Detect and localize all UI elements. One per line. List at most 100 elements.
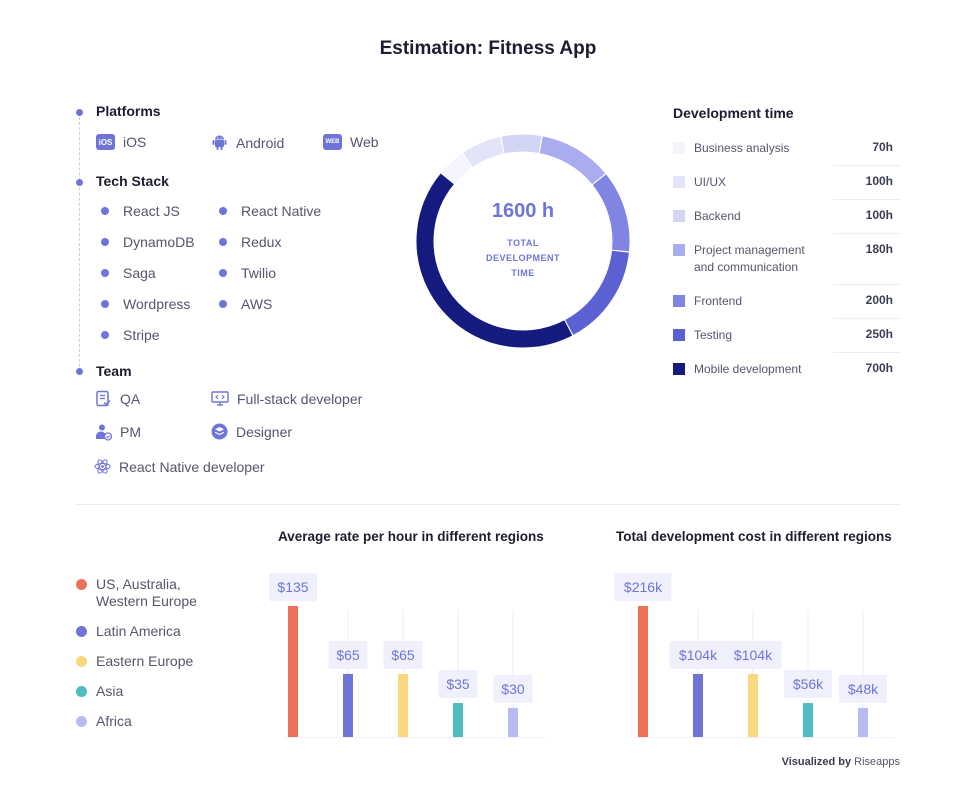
bar-label-box bbox=[493, 674, 533, 703]
dev-time-hours: 700h bbox=[865, 361, 893, 375]
team-member: React Native developer bbox=[94, 458, 265, 475]
tech-stack-title: Tech Stack bbox=[96, 173, 169, 189]
tech-item: Twilio bbox=[219, 265, 276, 281]
tech-item: React Native bbox=[219, 203, 321, 219]
region-legend-item: Africa bbox=[76, 713, 132, 730]
team-label: Designer bbox=[236, 423, 293, 440]
dev-time-hours: 100h bbox=[865, 208, 893, 222]
donut-segment bbox=[416, 134, 630, 348]
bar-label-box bbox=[328, 640, 368, 669]
development-time-title: Development time bbox=[673, 105, 794, 121]
bar-label-box bbox=[383, 640, 423, 669]
bar-label-box bbox=[669, 640, 727, 669]
pm-icon bbox=[96, 424, 112, 441]
bar-value-label: $135 bbox=[277, 579, 308, 595]
section-divider bbox=[76, 504, 900, 505]
dev-time-label: Mobile development bbox=[694, 362, 802, 376]
android-icon bbox=[212, 135, 227, 150]
team-label: PM bbox=[120, 424, 141, 440]
platforms-title: Platforms bbox=[96, 103, 161, 119]
donut-segment bbox=[416, 134, 630, 348]
dev-time-hours: 180h bbox=[865, 242, 893, 256]
row-divider bbox=[833, 233, 900, 234]
donut-subtitle-line: TIME bbox=[511, 268, 535, 278]
bullet-icon bbox=[219, 300, 227, 308]
bar-value-label: $104k bbox=[679, 647, 718, 663]
bar bbox=[858, 707, 868, 737]
bar bbox=[288, 606, 298, 737]
tech-item: Redux bbox=[219, 234, 281, 250]
legend-swatch bbox=[673, 363, 685, 375]
bar-label-box bbox=[438, 670, 478, 699]
web-icon: WEB bbox=[323, 134, 342, 150]
dev-time-hours: 250h bbox=[865, 327, 893, 341]
region-label: Latin America bbox=[96, 623, 181, 639]
qa-icon bbox=[96, 390, 111, 407]
team-label: QA bbox=[120, 390, 141, 407]
row-divider bbox=[833, 199, 900, 200]
bar bbox=[748, 673, 758, 737]
legend-dot bbox=[76, 626, 87, 637]
cost-chart-title: Total development cost in different regi… bbox=[616, 529, 892, 544]
bar-label-box bbox=[269, 573, 317, 601]
platform-ios: iOS iOS bbox=[96, 134, 146, 150]
page-title: Estimation: Fitness App bbox=[379, 38, 597, 59]
donut-subtitle-line: TOTAL bbox=[507, 238, 539, 248]
layers-icon bbox=[211, 423, 228, 440]
bar-label-box bbox=[784, 670, 832, 699]
tech-label: DynamoDB bbox=[123, 234, 195, 250]
donut-segment bbox=[416, 134, 630, 348]
bar-value-label: $65 bbox=[336, 647, 360, 663]
region-label: Africa bbox=[96, 713, 132, 729]
bullet-icon bbox=[101, 300, 109, 308]
donut-subtitle-line: DEVELOPMENT bbox=[485, 253, 560, 263]
team-member: Designer bbox=[211, 423, 292, 440]
timeline-dot bbox=[76, 179, 83, 186]
bar-value-label: $48k bbox=[848, 681, 879, 697]
bar bbox=[638, 606, 648, 737]
bullet-icon bbox=[219, 207, 227, 215]
tech-item: React JS bbox=[101, 203, 180, 219]
bullet-icon bbox=[101, 207, 109, 215]
atom-icon bbox=[94, 459, 111, 474]
tech-label: Wordpress bbox=[123, 296, 191, 312]
bar bbox=[453, 703, 463, 737]
rate-chart-title: Average rate per hour in different regio… bbox=[278, 529, 544, 544]
legend-dot bbox=[76, 716, 87, 727]
region-legend-item: Latin America bbox=[76, 623, 181, 640]
region-label: US, Australia, Western Europe bbox=[96, 576, 197, 609]
tech-label: Stripe bbox=[123, 327, 160, 343]
tech-item: Wordpress bbox=[101, 296, 190, 312]
tech-label: React Native bbox=[241, 203, 322, 219]
platform-label: Android bbox=[236, 134, 285, 151]
legend-swatch bbox=[673, 329, 685, 341]
timeline-dot bbox=[76, 368, 83, 375]
platform-label: Web bbox=[350, 134, 379, 150]
bullet-icon bbox=[101, 331, 109, 339]
team-label: React Native developer bbox=[119, 458, 265, 475]
bar-value-label: $65 bbox=[391, 647, 415, 663]
legend-swatch bbox=[673, 210, 685, 222]
region-label: Eastern Europe bbox=[96, 653, 194, 669]
tech-item: AWS bbox=[219, 296, 272, 312]
footer-credit: Visualized by Riseapps bbox=[782, 756, 900, 768]
timeline-line bbox=[79, 112, 80, 372]
tech-item: Saga bbox=[101, 265, 156, 281]
tech-label: Twilio bbox=[241, 265, 277, 281]
platform-label: iOS bbox=[123, 134, 147, 150]
legend-swatch bbox=[673, 176, 685, 188]
platform-web: WEB Web bbox=[323, 134, 379, 150]
row-divider bbox=[833, 165, 900, 166]
row-divider bbox=[833, 352, 900, 353]
bar-value-label: $104k bbox=[734, 647, 773, 663]
bar bbox=[508, 707, 518, 737]
region-label: Asia bbox=[96, 683, 124, 699]
dev-time-label: Testing bbox=[694, 328, 733, 342]
tech-item: Stripe bbox=[101, 327, 160, 343]
dev-time-label: UI/UX bbox=[694, 175, 727, 189]
bar-value-label: $56k bbox=[793, 676, 824, 692]
dev-time-label: Backend bbox=[694, 209, 741, 223]
bullet-icon bbox=[219, 238, 227, 246]
tech-label: Redux bbox=[241, 234, 282, 250]
